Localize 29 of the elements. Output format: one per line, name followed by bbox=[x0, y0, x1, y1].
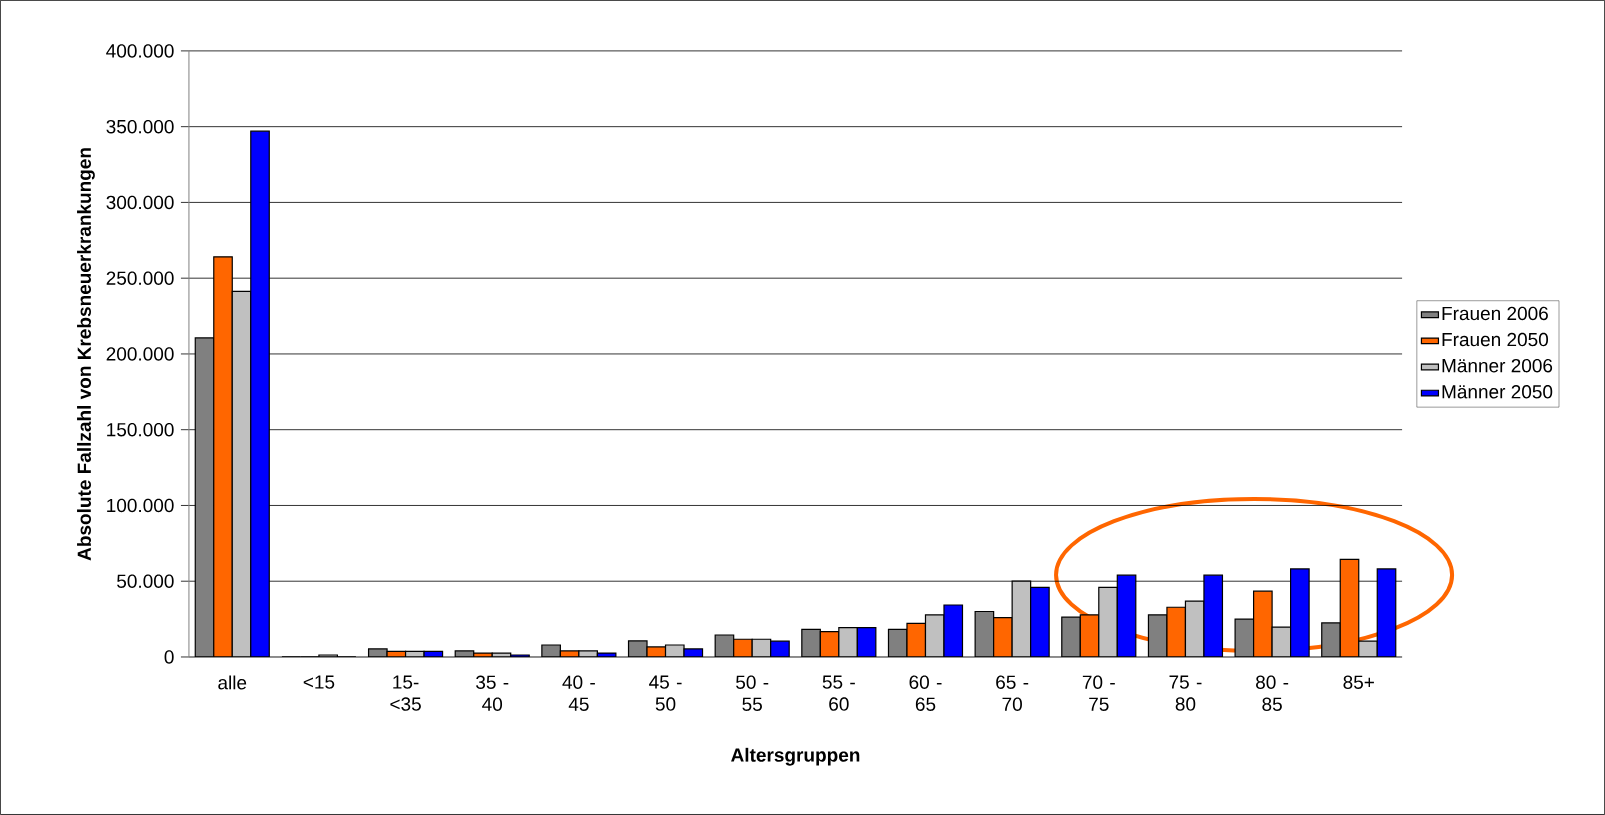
y-tick-label: 50.000 bbox=[117, 574, 174, 588]
x-tick-label: 45 - 50 bbox=[649, 675, 682, 711]
y-tick-label: 350.000 bbox=[106, 119, 174, 134]
x-tick-label: <15 bbox=[303, 675, 335, 689]
legend-label: Männer 2006 bbox=[1442, 358, 1553, 373]
legend-label: Frauen 2050 bbox=[1442, 332, 1549, 347]
x-tick-label: 70 - 75 bbox=[1082, 675, 1115, 712]
x-tick-label: 75 - 80 bbox=[1169, 675, 1202, 711]
y-tick-label: 400.000 bbox=[106, 44, 174, 58]
legend-label: Männer 2050 bbox=[1442, 385, 1553, 399]
x-tick-label: alle bbox=[218, 675, 247, 690]
x-tick-label: 50 - 55 bbox=[736, 675, 769, 712]
y-tick-label: 300.000 bbox=[106, 195, 174, 210]
y-tick-label: 200.000 bbox=[106, 347, 174, 361]
x-axis-title: Altersgruppen bbox=[731, 747, 860, 766]
legend-label: Frauen 2006 bbox=[1442, 306, 1548, 321]
y-tick-label: 0 bbox=[164, 650, 174, 664]
x-tick-label: 15- <35 bbox=[390, 675, 421, 711]
x-tick-label: 65 - 70 bbox=[996, 675, 1029, 712]
x-tick-label: 35 - 40 bbox=[476, 675, 509, 712]
x-tick-label: 80 - 85 bbox=[1256, 675, 1289, 712]
y-tick-label: 250.000 bbox=[106, 271, 174, 285]
y-tick-label: 100.000 bbox=[107, 498, 174, 513]
x-tick-label: 40 - 45 bbox=[562, 675, 595, 712]
x-tick-label: 85+ bbox=[1343, 675, 1374, 690]
y-tick-label: 150.000 bbox=[107, 423, 174, 437]
x-tick-label: 55 - 60 bbox=[822, 675, 855, 711]
x-tick-label: 60 - 65 bbox=[909, 675, 942, 712]
y-axis-title: Absolute Fallzahl von Krebsneuerkrankungen bbox=[77, 148, 95, 561]
